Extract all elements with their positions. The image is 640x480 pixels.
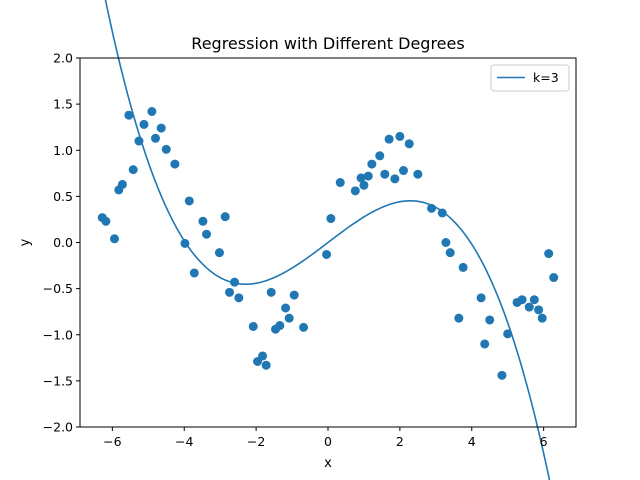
- y-axis-ticks: −2.0 −1.5 −1.0 −0.5 0.0 0.5 1.0 1.5 2.0: [43, 51, 80, 435]
- scatter-point: [390, 174, 400, 184]
- y-tick-label: 0.5: [53, 189, 73, 204]
- scatter-point: [128, 165, 138, 175]
- x-tick-label: 2: [396, 434, 404, 449]
- scatter-point: [537, 313, 547, 323]
- scatter-point: [281, 303, 291, 313]
- scatter-point: [480, 339, 490, 349]
- scatter-point: [198, 216, 208, 226]
- scatter-point: [384, 134, 394, 144]
- scatter-point: [326, 214, 336, 224]
- y-tick-label: −0.5: [43, 281, 73, 296]
- scatter-point: [101, 216, 111, 226]
- scatter-point: [189, 268, 199, 278]
- scatter-point: [445, 248, 455, 258]
- scatter-point: [359, 180, 369, 190]
- scatter-point: [258, 351, 268, 361]
- scatter-point: [454, 313, 464, 323]
- scatter-point: [476, 293, 486, 303]
- y-tick-label: −1.5: [43, 373, 73, 388]
- y-axis-label: y: [18, 238, 33, 246]
- y-tick-label: −2.0: [43, 420, 73, 435]
- scatter-point: [534, 305, 544, 315]
- scatter-point: [404, 139, 414, 149]
- scatter-point: [202, 229, 212, 239]
- scatter-point: [524, 302, 534, 312]
- scatter-point: [299, 322, 309, 332]
- regression-line: [104, 0, 551, 480]
- scatter-point: [363, 171, 373, 181]
- scatter-point: [497, 370, 507, 380]
- scatter-point: [110, 234, 120, 244]
- scatter-point: [380, 169, 390, 179]
- scatter-point: [529, 295, 539, 305]
- x-tick-label: 4: [468, 434, 476, 449]
- scatter-point: [275, 321, 285, 331]
- scatter-point: [322, 249, 332, 259]
- scatter-point: [234, 293, 244, 303]
- scatter-point: [350, 186, 360, 196]
- scatter-point: [544, 249, 554, 259]
- scatter-point: [289, 290, 299, 300]
- plot-area: [97, 0, 559, 480]
- scatter-point: [458, 262, 468, 272]
- scatter-point: [156, 123, 166, 133]
- scatter-point: [150, 133, 160, 143]
- x-tick-label: 6: [540, 434, 548, 449]
- scatter-point: [367, 159, 377, 169]
- x-tick-label: 0: [324, 434, 332, 449]
- scatter-point: [124, 110, 134, 120]
- scatter-point: [284, 313, 294, 323]
- scatter-point: [117, 179, 127, 189]
- x-axis-label: x: [324, 456, 332, 471]
- scatter-point: [335, 178, 345, 188]
- scatter-point: [147, 107, 157, 117]
- scatter-point: [161, 144, 171, 154]
- scatter-point: [261, 360, 271, 370]
- legend-box: [490, 64, 570, 92]
- scatter-point: [225, 287, 235, 297]
- scatter-point: [230, 277, 240, 287]
- scatter-point: [214, 248, 224, 258]
- x-axis-ticks: −6 −4 −2 0 2 4 6: [103, 427, 548, 449]
- scatter-point: [248, 321, 258, 331]
- scatter-point: [356, 173, 366, 183]
- scatter-point: [395, 131, 405, 141]
- scatter-point: [517, 295, 527, 305]
- chart-title: Regression with Different Degrees: [191, 34, 464, 53]
- scatter-point: [184, 196, 194, 206]
- x-tick-label: −2: [247, 434, 265, 449]
- y-tick-label: 2.0: [53, 51, 73, 66]
- scatter-point: [549, 273, 559, 283]
- x-tick-label: −6: [103, 434, 121, 449]
- scatter-point: [485, 315, 495, 325]
- y-tick-label: −1.0: [43, 327, 73, 342]
- scatter-point: [398, 166, 408, 176]
- scatter-point: [139, 119, 149, 129]
- legend-label: k=3: [533, 70, 559, 85]
- scatter-point: [220, 212, 230, 222]
- y-tick-label: 1.5: [53, 97, 73, 112]
- scatter-point: [441, 238, 451, 247]
- scatter-point: [170, 159, 180, 169]
- y-tick-label: 0.0: [53, 235, 73, 250]
- scatter-point: [413, 169, 423, 179]
- scatter-point: [375, 151, 385, 161]
- legend: k=3: [490, 64, 570, 92]
- y-tick-label: 1.0: [53, 143, 73, 158]
- x-tick-label: −4: [175, 434, 193, 449]
- scatter-point: [266, 287, 276, 297]
